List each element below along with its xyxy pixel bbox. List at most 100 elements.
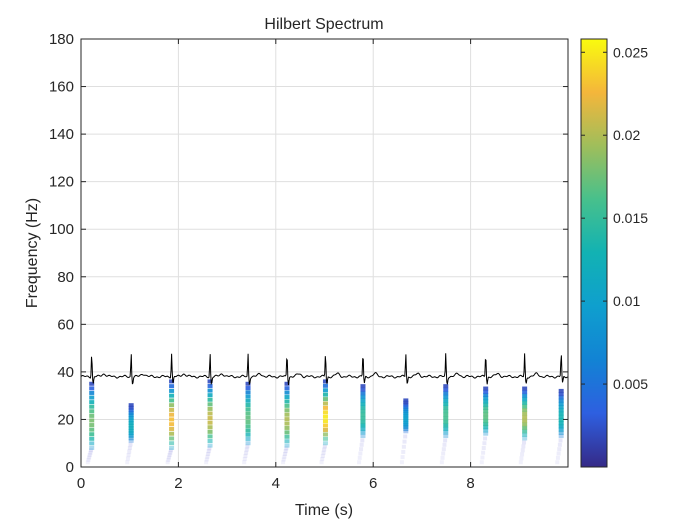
- ridge-point: [128, 433, 134, 438]
- ridge-point: [89, 409, 95, 414]
- ridge-point: [522, 397, 528, 402]
- ridge-point: [360, 419, 366, 424]
- ridge-point: [284, 395, 290, 400]
- x-tick-label: 8: [466, 475, 474, 492]
- ridge-point: [284, 403, 290, 408]
- ridge-point: [169, 426, 175, 431]
- ridge-point: [483, 409, 489, 414]
- ridge-point: [128, 438, 134, 443]
- ridge-tail-point: [519, 456, 524, 461]
- ridge-point: [558, 427, 564, 432]
- ridge-tail-point: [321, 450, 326, 455]
- ridge-point: [522, 436, 528, 441]
- ridge-tail-point: [322, 447, 327, 452]
- ridge-point: [322, 419, 328, 424]
- y-tick-label: 120: [49, 174, 74, 191]
- y-tick-label: 20: [57, 411, 74, 428]
- ridge-tail-point: [443, 438, 448, 443]
- y-tick-label: 80: [57, 269, 74, 286]
- ridge-tail-point: [439, 460, 444, 465]
- ridge-point: [245, 415, 251, 420]
- ridge-point: [245, 436, 251, 441]
- ridge-point: [522, 404, 528, 409]
- ridge-point: [89, 381, 95, 386]
- ridge-point: [522, 418, 528, 423]
- ridge-point: [360, 398, 366, 403]
- ridge-tail-point: [85, 460, 90, 465]
- ridge-point: [89, 423, 95, 428]
- ridge-point: [128, 431, 134, 436]
- ridge-point: [284, 399, 290, 404]
- ridge-point: [207, 383, 213, 388]
- ridge-point: [522, 415, 528, 420]
- ridge-point: [360, 391, 366, 396]
- ridge-point: [169, 393, 175, 398]
- ridge-point: [522, 425, 528, 430]
- ridge-tail-point: [207, 446, 212, 451]
- ridge-point: [403, 424, 409, 429]
- ridge-tail-point: [165, 460, 170, 465]
- ridge-point: [558, 421, 564, 426]
- ridge-tail-point: [358, 451, 363, 456]
- ridge-point: [322, 405, 328, 410]
- ridge-tail-point: [127, 445, 132, 450]
- ridge-point: [403, 409, 409, 414]
- ridge-point: [558, 434, 564, 439]
- ridge-point: [89, 432, 95, 437]
- ridge-point: [403, 413, 409, 418]
- ridge-point: [483, 431, 489, 436]
- ridge-point: [322, 383, 328, 388]
- ridge-point: [207, 420, 213, 425]
- ridge-point: [360, 416, 366, 421]
- ridge-point: [284, 381, 290, 386]
- x-tick-label: 4: [272, 475, 280, 492]
- x-axis-label: Time (s): [295, 502, 353, 519]
- ridge-point: [483, 412, 489, 417]
- ridge-point: [169, 441, 175, 446]
- ridge-tail-point: [520, 452, 525, 457]
- ridge-tail-point: [399, 460, 404, 465]
- ridge-point: [322, 441, 328, 446]
- ridge-point: [128, 410, 134, 415]
- ridge-point: [522, 422, 528, 427]
- colorbar-tick-label: 0.025: [613, 44, 648, 60]
- ridge-tail-point: [440, 455, 445, 460]
- ridge-point: [128, 408, 134, 413]
- ridge-tail-point: [205, 454, 210, 459]
- ridge-point: [522, 429, 528, 434]
- ridge-point: [128, 403, 134, 408]
- ridge-point: [207, 443, 213, 448]
- ridge-point: [128, 418, 134, 423]
- ridge-tail-point: [242, 460, 247, 465]
- ridge-tail-point: [401, 449, 406, 454]
- ridge-point: [169, 407, 175, 412]
- ridge-tail-point: [518, 460, 523, 465]
- ridge-point: [245, 411, 251, 416]
- ridge-point: [322, 397, 328, 402]
- ridge-point: [245, 390, 251, 395]
- ridge-tail-point: [357, 455, 362, 460]
- ridge-tail-point: [283, 449, 288, 454]
- ridge-tail-point: [555, 460, 560, 465]
- ridge-point: [128, 415, 134, 420]
- ridge-point: [483, 415, 489, 420]
- ridge-tail-point: [125, 456, 130, 461]
- ridge-tail-point: [556, 451, 561, 456]
- ridge-tail-point: [204, 460, 209, 465]
- ridge-tail-point: [521, 444, 526, 449]
- ridge-point: [558, 395, 564, 400]
- ridge-point: [128, 423, 134, 428]
- x-tick-label: 0: [77, 475, 85, 492]
- y-tick-label: 180: [49, 31, 74, 48]
- ridge-tail-point: [243, 453, 248, 458]
- ridge-point: [403, 429, 409, 434]
- ridge-point: [322, 379, 328, 384]
- ridge-point: [558, 424, 564, 429]
- ridge-point: [284, 386, 290, 391]
- ridge-point: [284, 425, 290, 430]
- ridge-point: [245, 407, 251, 412]
- ridge-point: [284, 434, 290, 439]
- ridge-tail-point: [320, 453, 325, 458]
- ridge-point: [558, 401, 564, 406]
- ridge-point: [89, 395, 95, 400]
